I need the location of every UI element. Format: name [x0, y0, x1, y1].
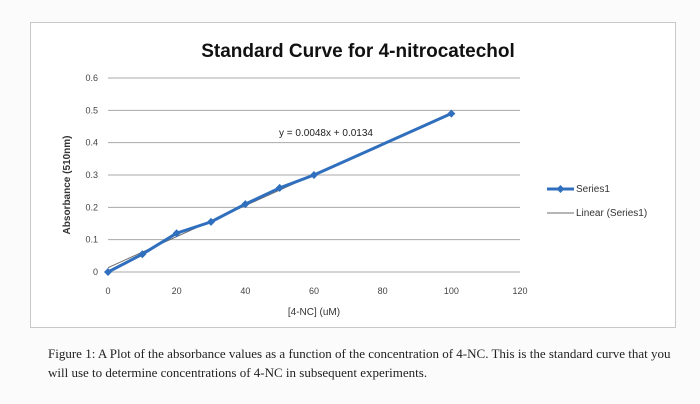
x-tick-labels: 0 20 40 60 80 100 120	[105, 286, 527, 296]
x-tick-label: 120	[512, 286, 527, 296]
y-tick-label: 0.1	[85, 235, 98, 245]
series1-point	[172, 229, 181, 238]
legend-series1-label: Series1	[576, 184, 610, 195]
x-tick-label: 60	[309, 286, 319, 296]
y-tick-label: 0.6	[85, 73, 98, 83]
y-tick-label: 0.2	[85, 202, 98, 212]
series1-point	[207, 217, 215, 226]
x-tick-label: 80	[378, 286, 388, 296]
legend-series1-marker	[556, 185, 565, 193]
trendline-equation: y = 0.0048x + 0.0134	[279, 128, 373, 139]
series1-line	[107, 112, 452, 274]
x-tick-label: 0	[105, 286, 110, 296]
x-axis-label: [4-NC] (uM)	[288, 307, 340, 318]
legend: Series1 Linear (Series1)	[547, 184, 647, 219]
legend-linear-label: Linear (Series1)	[576, 208, 647, 219]
series1-point	[447, 109, 456, 118]
y-tick-label: 0.4	[85, 138, 98, 148]
y-tick-label: 0.3	[85, 170, 98, 180]
series-group	[104, 109, 456, 276]
series1-point	[138, 250, 147, 259]
series1-point	[275, 183, 284, 192]
x-tick-label: 20	[172, 286, 182, 296]
figure-caption: Figure 1: A Plot of the absorbance value…	[48, 346, 671, 380]
y-tick-label: 0.5	[85, 105, 98, 115]
series1-point	[310, 171, 318, 179]
y-tick-labels: 0 0.1 0.2 0.3 0.4 0.5 0.6	[85, 73, 98, 277]
x-tick-label: 40	[240, 286, 250, 296]
chart-title: Standard Curve for 4-nitrocatechol	[201, 41, 515, 62]
y-axis-label: Absorbance (510nm)	[62, 136, 73, 235]
x-tick-label: 100	[444, 286, 459, 296]
series1-point	[241, 200, 250, 209]
y-tick-label: 0	[93, 267, 98, 277]
series1-point	[104, 268, 112, 276]
